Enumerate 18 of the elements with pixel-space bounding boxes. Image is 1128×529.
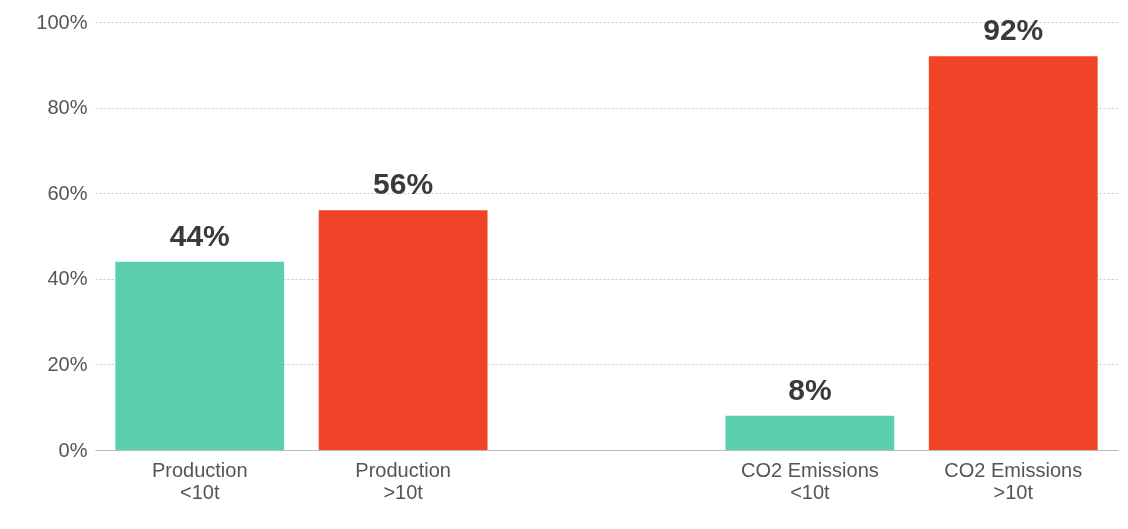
x-tick-label: Production >10t — [355, 458, 451, 503]
data-label: 56% — [373, 167, 434, 201]
bar — [318, 210, 488, 450]
y-tick-label: 100% — [36, 10, 88, 33]
y-tick-label: 80% — [47, 96, 88, 119]
y-tick-label: 0% — [58, 438, 88, 461]
bar — [115, 261, 285, 450]
y-tick-label: 60% — [47, 181, 88, 204]
x-tick-label: CO2 Emissions >10t — [944, 458, 1083, 503]
data-label: 8% — [788, 372, 832, 406]
bar — [928, 56, 1098, 450]
bar — [725, 415, 895, 450]
x-tick-label: CO2 Emissions <10t — [740, 458, 879, 503]
y-tick-label: 20% — [47, 352, 88, 375]
y-tick-label: 40% — [47, 267, 88, 290]
data-label: 44% — [169, 218, 230, 252]
data-label: 92% — [983, 13, 1044, 47]
x-tick-label: Production <10t — [151, 458, 248, 503]
